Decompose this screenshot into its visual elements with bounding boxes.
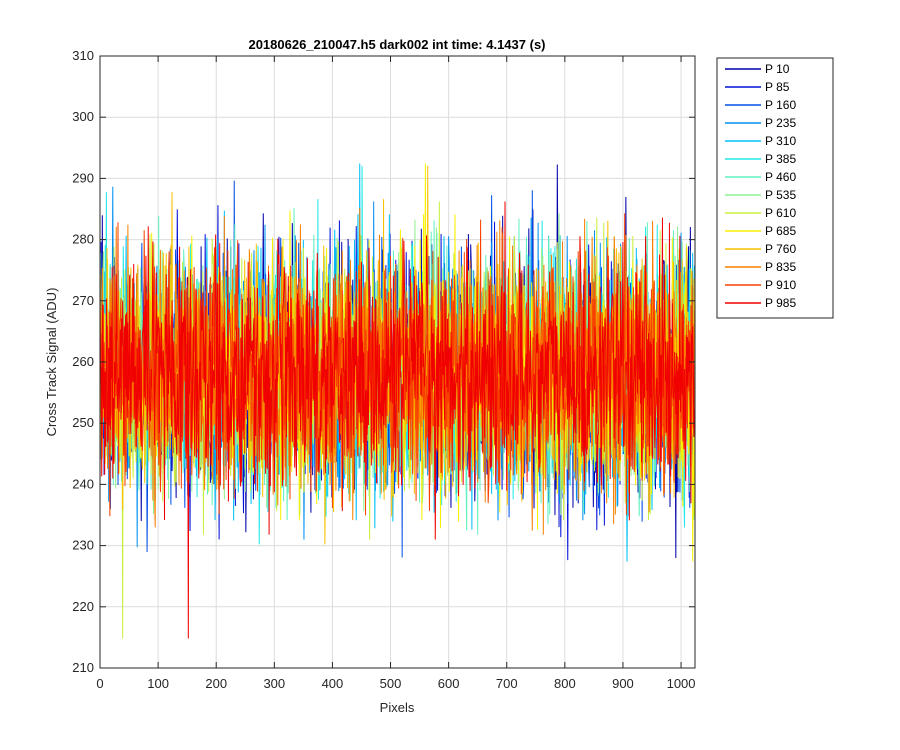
x-tick-label: 200 [205, 676, 227, 691]
legend-label: P 235 [765, 116, 796, 130]
y-axis-ticks: 210 220 230 240 250 260 270 280 290 300 310 [72, 48, 695, 675]
x-axis-ticks: 0 100 200 300 400 500 600 700 800 900 1000 [96, 56, 696, 691]
legend-label: P 685 [765, 224, 796, 238]
y-tick-label: 290 [72, 170, 94, 185]
y-tick-label: 240 [72, 476, 94, 491]
legend-label: P 910 [765, 278, 796, 292]
y-tick-label: 310 [72, 48, 94, 63]
series-lines [100, 163, 695, 639]
legend-label: P 160 [765, 98, 796, 112]
legend-label: P 460 [765, 170, 796, 184]
x-tick-label: 0 [96, 676, 103, 691]
x-tick-label: 600 [438, 676, 460, 691]
y-tick-label: 270 [72, 293, 94, 308]
legend-label: P 385 [765, 152, 796, 166]
series-line-14 [100, 201, 695, 639]
x-tick-label: 100 [147, 676, 169, 691]
chart-title: 20180626_210047.h5 dark002 int time: 4.1… [248, 37, 545, 52]
legend: P 10 P 85 P 160 P 235 P 310 P 385 P 460 P 535 P … [716, 57, 834, 319]
x-tick-label: 800 [554, 676, 576, 691]
legend-label: P 85 [765, 80, 790, 94]
legend-label: P 760 [765, 242, 796, 256]
legend-box [716, 57, 834, 319]
y-tick-label: 280 [72, 232, 94, 247]
x-tick-label: 400 [322, 676, 344, 691]
legend-label: P 535 [765, 188, 796, 202]
legend-label: P 310 [765, 134, 796, 148]
x-tick-label: 700 [496, 676, 518, 691]
legend-label: P 835 [765, 260, 796, 274]
y-tick-label: 300 [72, 109, 94, 124]
x-tick-label: 300 [263, 676, 285, 691]
y-tick-label: 250 [72, 415, 94, 430]
y-axis-label: Cross Track Signal (ADU) [44, 288, 59, 437]
x-tick-label: 900 [612, 676, 634, 691]
x-tick-label: 500 [380, 676, 402, 691]
legend-label: P 985 [765, 296, 796, 310]
y-tick-label: 230 [72, 538, 94, 553]
y-tick-label: 260 [72, 354, 94, 369]
legend-label: P 10 [765, 62, 790, 76]
x-tick-label: 1000 [667, 676, 696, 691]
x-axis-label: Pixels [380, 700, 415, 715]
legend-label: P 610 [765, 206, 796, 220]
y-tick-label: 210 [72, 660, 94, 675]
y-tick-label: 220 [72, 599, 94, 614]
